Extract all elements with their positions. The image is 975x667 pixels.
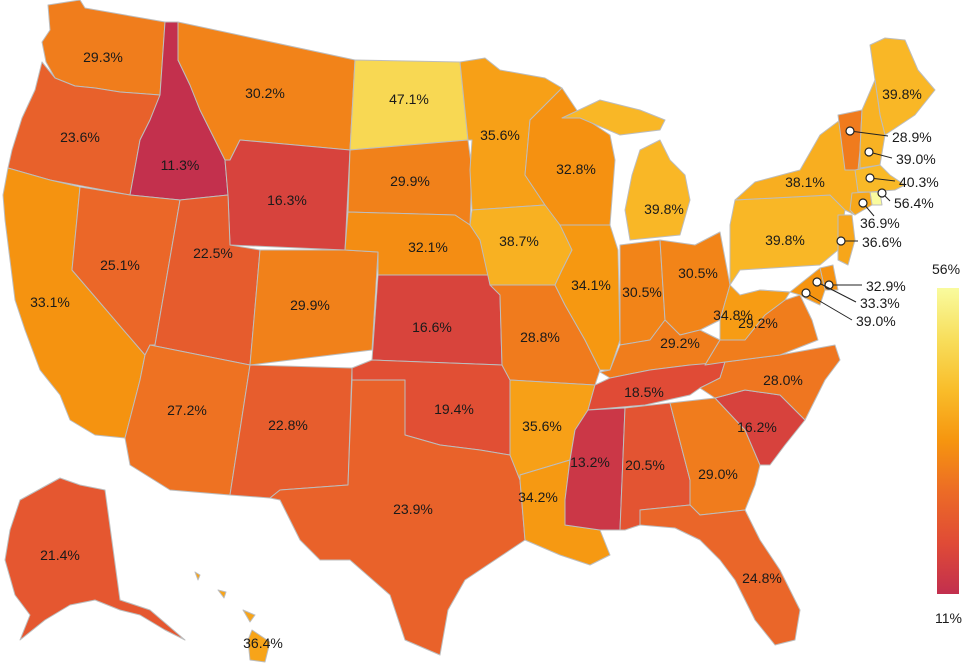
label-nv: 25.1%	[100, 257, 140, 273]
label-ok: 19.4%	[434, 401, 474, 417]
label-ga: 29.0%	[698, 466, 738, 482]
callout-ma: 40.3%	[865, 173, 939, 190]
state-wi[interactable]	[524, 87, 616, 226]
callout-nh: 39.0%	[864, 147, 936, 167]
callout-ct: 36.9%	[858, 198, 900, 231]
label-mn: 35.6%	[480, 127, 520, 143]
callout-md: 33.3%	[812, 277, 900, 311]
label-pa: 39.8%	[765, 232, 805, 248]
callout-nj: 36.6%	[836, 234, 902, 250]
label-hi: 36.4%	[243, 635, 283, 651]
label-nc: 28.0%	[763, 372, 803, 388]
label-al: 20.5%	[625, 457, 665, 473]
legend-color-bar	[937, 288, 959, 594]
state-hi[interactable]	[194, 571, 271, 663]
callout-label-de: 32.9%	[866, 278, 906, 294]
label-nm: 22.8%	[268, 417, 308, 433]
label-tn: 18.5%	[624, 384, 664, 400]
callout-vt: 28.9%	[845, 126, 932, 145]
state-fl[interactable]	[639, 504, 801, 646]
state-nh[interactable]	[859, 79, 886, 169]
callout-label-nj: 36.6%	[862, 234, 902, 250]
label-mo: 28.8%	[520, 329, 560, 345]
state-ak[interactable]	[4, 477, 186, 641]
callout-label-ma: 40.3%	[899, 174, 939, 190]
state-ma[interactable]	[854, 164, 906, 193]
state-nc[interactable]	[699, 344, 841, 421]
label-va: 29.2%	[738, 315, 778, 331]
label-wv: 34.8%	[713, 307, 753, 323]
label-ia: 38.7%	[499, 233, 539, 249]
state-mi-upper[interactable]	[561, 99, 666, 136]
small-state-callouts: 28.9% 39.0% 40.3% 56.4% 36.9% 36.6%	[801, 126, 939, 329]
callout-label-ct: 36.9%	[860, 215, 900, 231]
states-layer	[2, 0, 936, 663]
label-mt: 30.2%	[245, 85, 285, 101]
callout-ri: 56.4%	[877, 188, 934, 211]
label-oh: 30.5%	[678, 265, 718, 281]
label-in: 30.5%	[622, 284, 662, 300]
label-nd: 47.1%	[389, 91, 429, 107]
callout-dc: 39.0%	[801, 288, 896, 329]
state-tx[interactable]	[269, 379, 526, 656]
label-ak: 21.4%	[40, 547, 80, 563]
label-sd: 29.9%	[390, 173, 430, 189]
label-id: 11.3%	[161, 157, 200, 173]
state-az[interactable]	[124, 344, 251, 496]
label-sc: 16.2%	[737, 419, 777, 435]
state-wv[interactable]	[719, 284, 791, 341]
label-az: 27.2%	[167, 402, 207, 418]
callout-de: 32.9%	[824, 278, 906, 294]
state-nj[interactable]	[837, 214, 856, 266]
label-ut: 22.5%	[193, 245, 233, 261]
state-labels: 29.3% 23.6% 33.1% 11.3% 25.1% 30.2% 16.3…	[30, 49, 922, 651]
callout-label-vt: 28.9%	[892, 129, 932, 145]
label-wi: 32.8%	[556, 161, 596, 177]
label-or: 23.6%	[60, 129, 100, 145]
label-mi: 39.8%	[644, 201, 684, 217]
callout-label-ri: 56.4%	[894, 195, 934, 211]
label-ks: 16.6%	[412, 319, 452, 335]
state-mi[interactable]	[624, 139, 691, 241]
callout-label-md: 33.3%	[860, 295, 900, 311]
callout-label-dc: 39.0%	[856, 313, 896, 329]
label-ca: 33.1%	[30, 294, 70, 310]
label-il: 34.1%	[571, 277, 611, 293]
state-co[interactable]	[249, 249, 379, 366]
label-me: 39.8%	[882, 86, 922, 102]
label-ky: 29.2%	[660, 335, 700, 351]
label-tx: 23.9%	[393, 501, 433, 517]
label-ms: 13.2%	[570, 454, 610, 470]
label-co: 29.9%	[290, 297, 330, 313]
label-fl: 24.8%	[742, 570, 782, 586]
state-vt[interactable]	[837, 109, 863, 171]
label-ne: 32.1%	[408, 239, 448, 255]
legend-max-label: 56%	[932, 261, 961, 277]
legend-min-label: 11%	[935, 610, 962, 626]
callout-label-nh: 39.0%	[896, 151, 936, 167]
label-wy: 16.3%	[267, 192, 307, 208]
label-wa: 29.3%	[83, 49, 123, 65]
label-la: 34.2%	[518, 489, 558, 505]
state-il[interactable]	[554, 224, 621, 371]
label-ar: 35.6%	[522, 418, 562, 434]
label-ny: 38.1%	[785, 174, 825, 190]
